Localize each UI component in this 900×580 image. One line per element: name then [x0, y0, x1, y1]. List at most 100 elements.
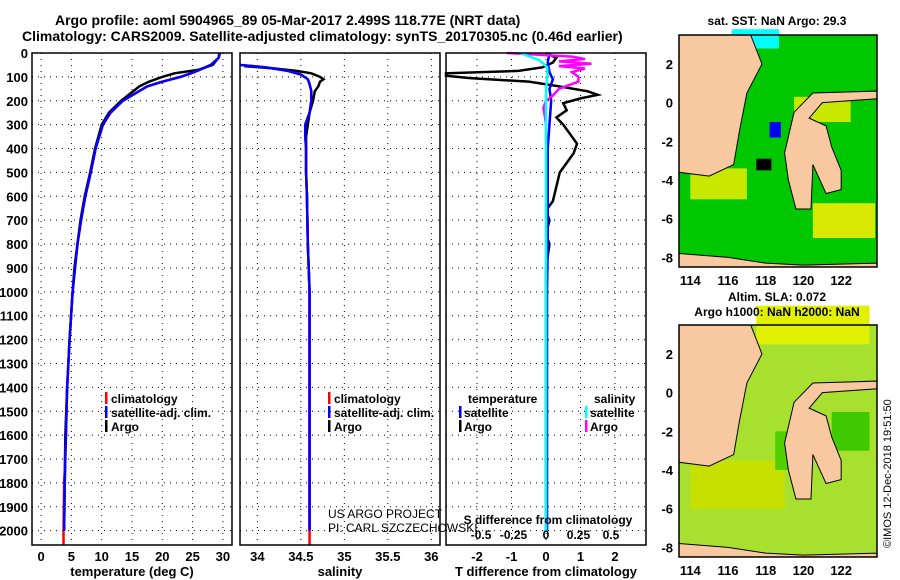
- depth-tick-label: 1100: [0, 309, 28, 324]
- x-tick-label: 5: [68, 549, 75, 564]
- x2-tick-label: 0: [543, 528, 550, 542]
- land-mass: [784, 90, 878, 210]
- x-tick-label: 15: [125, 549, 139, 564]
- lat-tick-label: -8: [661, 540, 673, 555]
- legend-swatch: [328, 392, 331, 404]
- depth-tick-label: 400: [6, 142, 28, 157]
- lat-tick-label: 0: [666, 96, 673, 111]
- x-axis-label: salinity: [318, 564, 364, 579]
- x2-tick-label: -0.5: [471, 528, 492, 542]
- depth-tick-label: 1200: [0, 333, 28, 348]
- depth-tick-label: 900: [6, 261, 28, 276]
- depth-tick-label: 200: [6, 94, 28, 109]
- x-tick-label: 34.5: [288, 549, 313, 564]
- series-satellite-adj-clim-: [239, 63, 313, 531]
- map-title-line-1: Altim. SLA: 0.072: [728, 290, 826, 304]
- series-climatology: [239, 63, 313, 545]
- depth-tick-label: 700: [6, 213, 28, 228]
- credit-line-1: US ARGO PROJECT: [328, 507, 443, 521]
- series-climatology: [62, 52, 222, 545]
- land-mass: [784, 380, 878, 500]
- x-tick-label: 2: [611, 549, 618, 564]
- lon-tick-label: 114: [680, 563, 702, 578]
- x-tick-label: 20: [155, 549, 169, 564]
- x-tick-label: 36: [424, 549, 438, 564]
- lat-tick-label: 2: [666, 57, 673, 72]
- legend-swatch: [585, 406, 588, 418]
- legend-label: climatology: [111, 392, 178, 406]
- legend-swatch: [105, 392, 108, 404]
- x-axis-label: T difference from climatology: [455, 564, 638, 579]
- legend-title-salinity: salinity: [594, 392, 636, 406]
- lat-tick-label: -4: [661, 463, 673, 478]
- x-tick-label: 25: [185, 549, 199, 564]
- series-s-argo: [506, 51, 592, 125]
- depth-tick-label: 1800: [0, 476, 28, 491]
- x-tick-label: 35: [337, 549, 351, 564]
- lat-tick-label: -2: [661, 424, 673, 439]
- credit-line-2: PI: CARL SZCZECHOWSKI: [328, 521, 478, 535]
- lon-tick-label: 120: [793, 563, 815, 578]
- lon-tick-label: 122: [830, 273, 852, 288]
- depth-tick-label: 2000: [0, 524, 28, 539]
- plot-frame: [31, 52, 233, 546]
- plot-frame: [445, 52, 647, 546]
- lat-tick-label: 0: [666, 386, 673, 401]
- lat-tick-label: -4: [661, 173, 673, 188]
- data-patch: [812, 203, 876, 238]
- map-sst: 114 116 118 120 122 2 0 -2 -4 -6 -8 sat. SST: NaN A…: [661, 14, 878, 288]
- legend-swatch: [459, 406, 462, 418]
- lon-tick-label: 120: [793, 273, 815, 288]
- depth-tick-label: 1300: [0, 356, 28, 371]
- series-s-satellite: [519, 51, 549, 531]
- map-title: sat. SST: NaN Argo: 29.3: [708, 14, 847, 28]
- x-tick-label: 35.5: [375, 549, 400, 564]
- depth-tick-label: 1000: [0, 285, 28, 300]
- x-tick-label: 0: [37, 549, 44, 564]
- depth-tick-label: 1400: [0, 380, 28, 395]
- legend-label: satellite-adj. clim.: [334, 406, 434, 420]
- depth-tick-label: 1600: [0, 428, 28, 443]
- map-sla: 114 116 118 120 122 2 0 -2 -4 -6 -8 Altim. SLA: 0.0…: [661, 290, 878, 578]
- series-argo: [244, 64, 326, 531]
- data-patch: [690, 460, 785, 509]
- legend-label: Argo: [111, 420, 139, 434]
- lat-tick-label: -6: [661, 212, 673, 227]
- depth-tick-label: 800: [6, 237, 28, 252]
- legend-label: Argo: [464, 420, 492, 434]
- land-mass: [678, 34, 763, 177]
- depth-tick-label: 1700: [0, 452, 28, 467]
- x2-tick-label: 0.5: [603, 528, 620, 542]
- x-axis-label: temperature (deg C): [70, 564, 194, 579]
- lat-tick-label: -2: [661, 134, 673, 149]
- legend-label: satellite: [464, 406, 509, 420]
- depth-tick-label: 1900: [0, 500, 28, 515]
- lon-tick-label: 114: [680, 273, 702, 288]
- legend-label: satellite-adj. clim.: [111, 406, 211, 420]
- legend-title-temperature: temperature: [468, 392, 538, 406]
- depth-tick-label: 0: [21, 46, 28, 61]
- lat-tick-label: -8: [661, 250, 673, 265]
- map-frame: [678, 34, 878, 268]
- map-title-line-2: Argo h1000: NaN h2000: NaN: [694, 305, 859, 319]
- legend-swatch: [105, 406, 108, 418]
- lat-tick-label: 2: [666, 347, 673, 362]
- legend-label: satellite: [590, 406, 635, 420]
- title-line-1: Argo profile: aoml 5904965_89 05-Mar-201…: [55, 12, 521, 28]
- depth-tick-label: 600: [6, 189, 28, 204]
- depth-tick-label: 300: [6, 118, 28, 133]
- depth-tick-label: 1500: [0, 404, 28, 419]
- legend-swatch: [105, 420, 108, 432]
- data-patch: [831, 412, 870, 451]
- title-line-2: Climatology: CARS2009. Satellite-adjuste…: [22, 28, 623, 44]
- series-t-argo: [444, 51, 603, 531]
- x-tick-label: 10: [94, 549, 108, 564]
- legend-swatch: [328, 406, 331, 418]
- x2-axis-label: S difference from climatology: [464, 513, 633, 527]
- x-tick-label: 30: [216, 549, 230, 564]
- lon-tick-label: 118: [755, 273, 776, 288]
- footer-stamp: ©IMOS 12-Dec-2018 19:51:50: [882, 399, 894, 548]
- legend-swatch: [459, 420, 462, 432]
- legend-label: climatology: [334, 392, 401, 406]
